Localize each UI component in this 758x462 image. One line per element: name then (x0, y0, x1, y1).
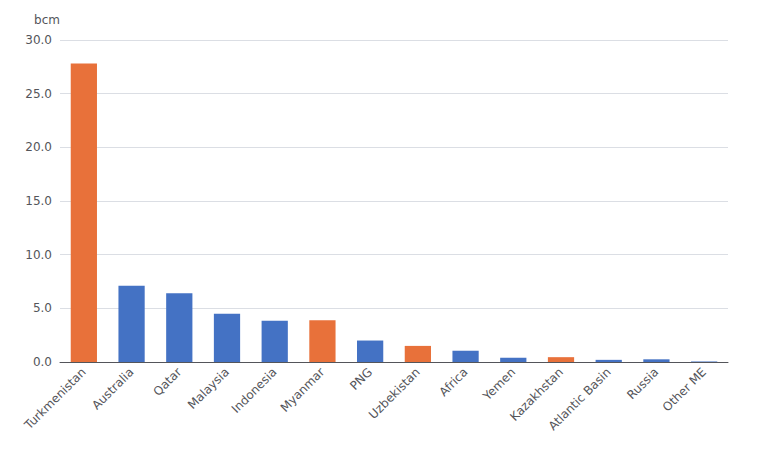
svg-text:Uzbekistan: Uzbekistan (366, 365, 423, 422)
svg-text:Australia: Australia (89, 365, 136, 412)
svg-text:30.0: 30.0 (25, 33, 52, 47)
svg-text:15.0: 15.0 (25, 194, 52, 208)
svg-text:Myanmar: Myanmar (278, 365, 328, 415)
svg-text:bcm: bcm (34, 13, 60, 27)
svg-text:5.0: 5.0 (33, 301, 52, 315)
svg-text:25.0: 25.0 (25, 87, 52, 101)
svg-text:10.0: 10.0 (25, 248, 52, 262)
svg-text:Africa: Africa (436, 365, 470, 399)
svg-text:Indonesia: Indonesia (229, 365, 280, 416)
svg-text:Kazakhstan: Kazakhstan (507, 365, 566, 424)
svg-text:Russia: Russia (624, 365, 661, 402)
svg-text:Other ME: Other ME (660, 365, 709, 414)
svg-text:Yemen: Yemen (480, 365, 519, 404)
svg-text:Malaysia: Malaysia (185, 365, 232, 412)
svg-text:Turkmenistan: Turkmenistan (21, 365, 89, 433)
svg-text:Atlantic Basin: Atlantic Basin (546, 365, 614, 433)
svg-text:PNG: PNG (347, 365, 375, 393)
svg-text:20.0: 20.0 (25, 140, 52, 154)
svg-text:0.0: 0.0 (33, 355, 52, 369)
svg-text:Qatar: Qatar (150, 365, 184, 399)
